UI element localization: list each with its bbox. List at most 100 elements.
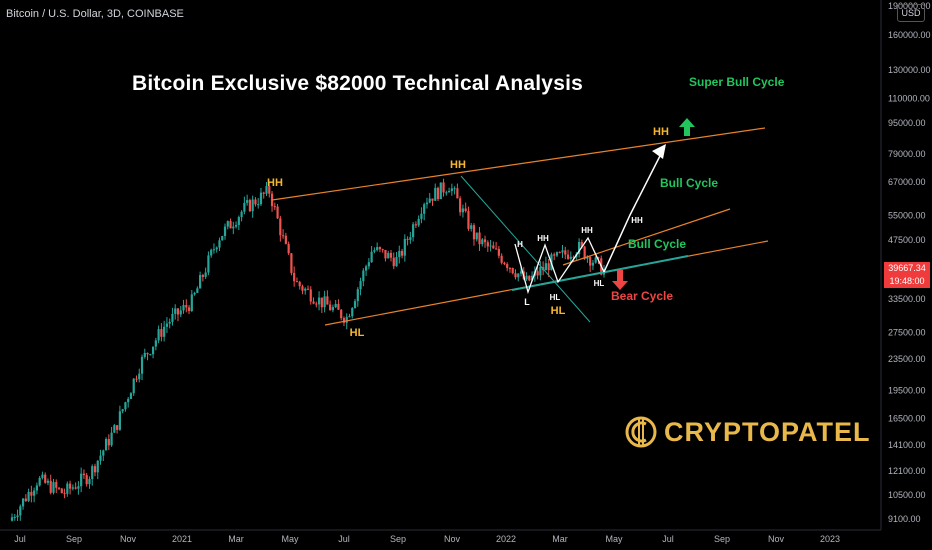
- candle-body: [80, 473, 83, 487]
- y-tick-label: 16500.00: [888, 414, 926, 424]
- candle-body: [212, 249, 216, 251]
- candle-body: [19, 506, 22, 516]
- candle-body: [508, 267, 512, 269]
- candle-body: [218, 240, 221, 248]
- last-price: 39667.34: [888, 263, 926, 273]
- brand-logo: CRYPTOPATEL: [624, 412, 871, 452]
- candle-body: [589, 257, 592, 266]
- candle-body: [187, 307, 191, 312]
- x-tick-label: Sep: [390, 534, 406, 544]
- candle-body: [38, 477, 41, 486]
- swing-label: HH: [450, 159, 466, 171]
- x-tick-label: Jul: [14, 534, 26, 544]
- candle-body: [171, 313, 174, 322]
- candle-body: [279, 218, 282, 236]
- projection-arrow-line[interactable]: [603, 147, 665, 273]
- y-tick-label: 55000.00: [888, 210, 926, 220]
- swing-zigzag[interactable]: [514, 236, 605, 295]
- candle-body: [558, 252, 561, 254]
- candle-body: [528, 275, 531, 281]
- candle-body: [24, 498, 27, 501]
- candle-body: [176, 308, 180, 315]
- candle-body: [182, 305, 185, 311]
- candle-body: [503, 262, 506, 265]
- symbol-header[interactable]: Bitcoin / U.S. Dollar, 3D, COINBASE: [6, 8, 184, 20]
- x-tick-label: 2022: [496, 534, 516, 544]
- support-trendline[interactable]: [511, 255, 689, 291]
- candle-body: [450, 188, 453, 192]
- candle-body: [185, 305, 188, 308]
- candle-body: [165, 323, 169, 327]
- candle-body: [536, 271, 539, 276]
- x-tick-label: Jul: [662, 534, 674, 544]
- candle-body: [428, 198, 431, 203]
- candle-body: [525, 275, 528, 280]
- candle-body: [334, 303, 337, 308]
- candle-body: [207, 255, 210, 273]
- candle-body: [237, 217, 240, 225]
- candle-body: [157, 329, 160, 341]
- candle-body: [387, 252, 390, 259]
- candle-body: [591, 262, 595, 266]
- y-tick-label: 14100.00: [888, 440, 926, 450]
- candle-body: [431, 198, 434, 201]
- candle-body: [364, 266, 368, 271]
- candle-body: [221, 235, 224, 241]
- candle-body: [77, 486, 80, 489]
- candle-body: [16, 515, 19, 517]
- candle-body: [196, 288, 199, 293]
- candle-body: [348, 316, 351, 318]
- y-tick-label: 19500.00: [888, 385, 926, 395]
- currency-badge[interactable]: USD: [897, 4, 925, 22]
- candle-body: [442, 182, 445, 193]
- candle-body: [240, 211, 243, 218]
- swing-label: HH: [267, 177, 283, 189]
- candle-body: [561, 250, 564, 253]
- candle-body: [204, 272, 207, 277]
- candle-body: [544, 263, 548, 271]
- candle-body: [273, 206, 276, 208]
- candle-body: [412, 224, 415, 238]
- super-bull-cycle-label: Super Bull Cycle: [689, 75, 785, 89]
- x-tick-label: 2021: [172, 534, 192, 544]
- candle-body: [234, 224, 238, 227]
- candle-body: [33, 490, 36, 496]
- candle-body: [85, 475, 88, 485]
- candle-body: [423, 204, 426, 214]
- candle-body: [414, 224, 417, 226]
- candle-body: [453, 188, 456, 190]
- candle-body: [309, 289, 312, 302]
- candle-body: [174, 308, 177, 314]
- candle-body: [409, 237, 412, 240]
- candle-body: [506, 264, 509, 268]
- candle-body: [597, 257, 600, 259]
- downtrend-line[interactable]: [460, 175, 591, 323]
- candle-body: [492, 245, 495, 249]
- upper-channel-line[interactable]: [271, 127, 766, 201]
- candle-body: [223, 226, 227, 236]
- candle-body: [35, 485, 38, 491]
- candle-body: [434, 187, 437, 201]
- candle-body: [146, 352, 149, 355]
- bull-cycle-label: Bull Cycle: [660, 176, 718, 190]
- candle-body: [160, 329, 163, 337]
- candle-body: [317, 297, 321, 305]
- candle-body: [456, 188, 459, 199]
- candle-body: [246, 200, 249, 203]
- candle-body: [41, 474, 44, 478]
- x-tick-label: Mar: [552, 534, 568, 544]
- x-tick-label: May: [605, 534, 623, 544]
- candle-body: [486, 242, 489, 247]
- swing-label: H: [517, 240, 523, 249]
- candle-body: [337, 303, 340, 310]
- candle-body: [326, 296, 329, 305]
- candle-body: [497, 248, 500, 256]
- candle-body: [226, 221, 229, 227]
- candle-body: [392, 257, 395, 267]
- mid-channel-line[interactable]: [562, 208, 731, 266]
- candle-body: [373, 250, 376, 252]
- y-tick-label: 27500.00: [888, 327, 926, 337]
- swing-label: HL: [350, 327, 365, 339]
- x-tick-label: 2023: [820, 534, 840, 544]
